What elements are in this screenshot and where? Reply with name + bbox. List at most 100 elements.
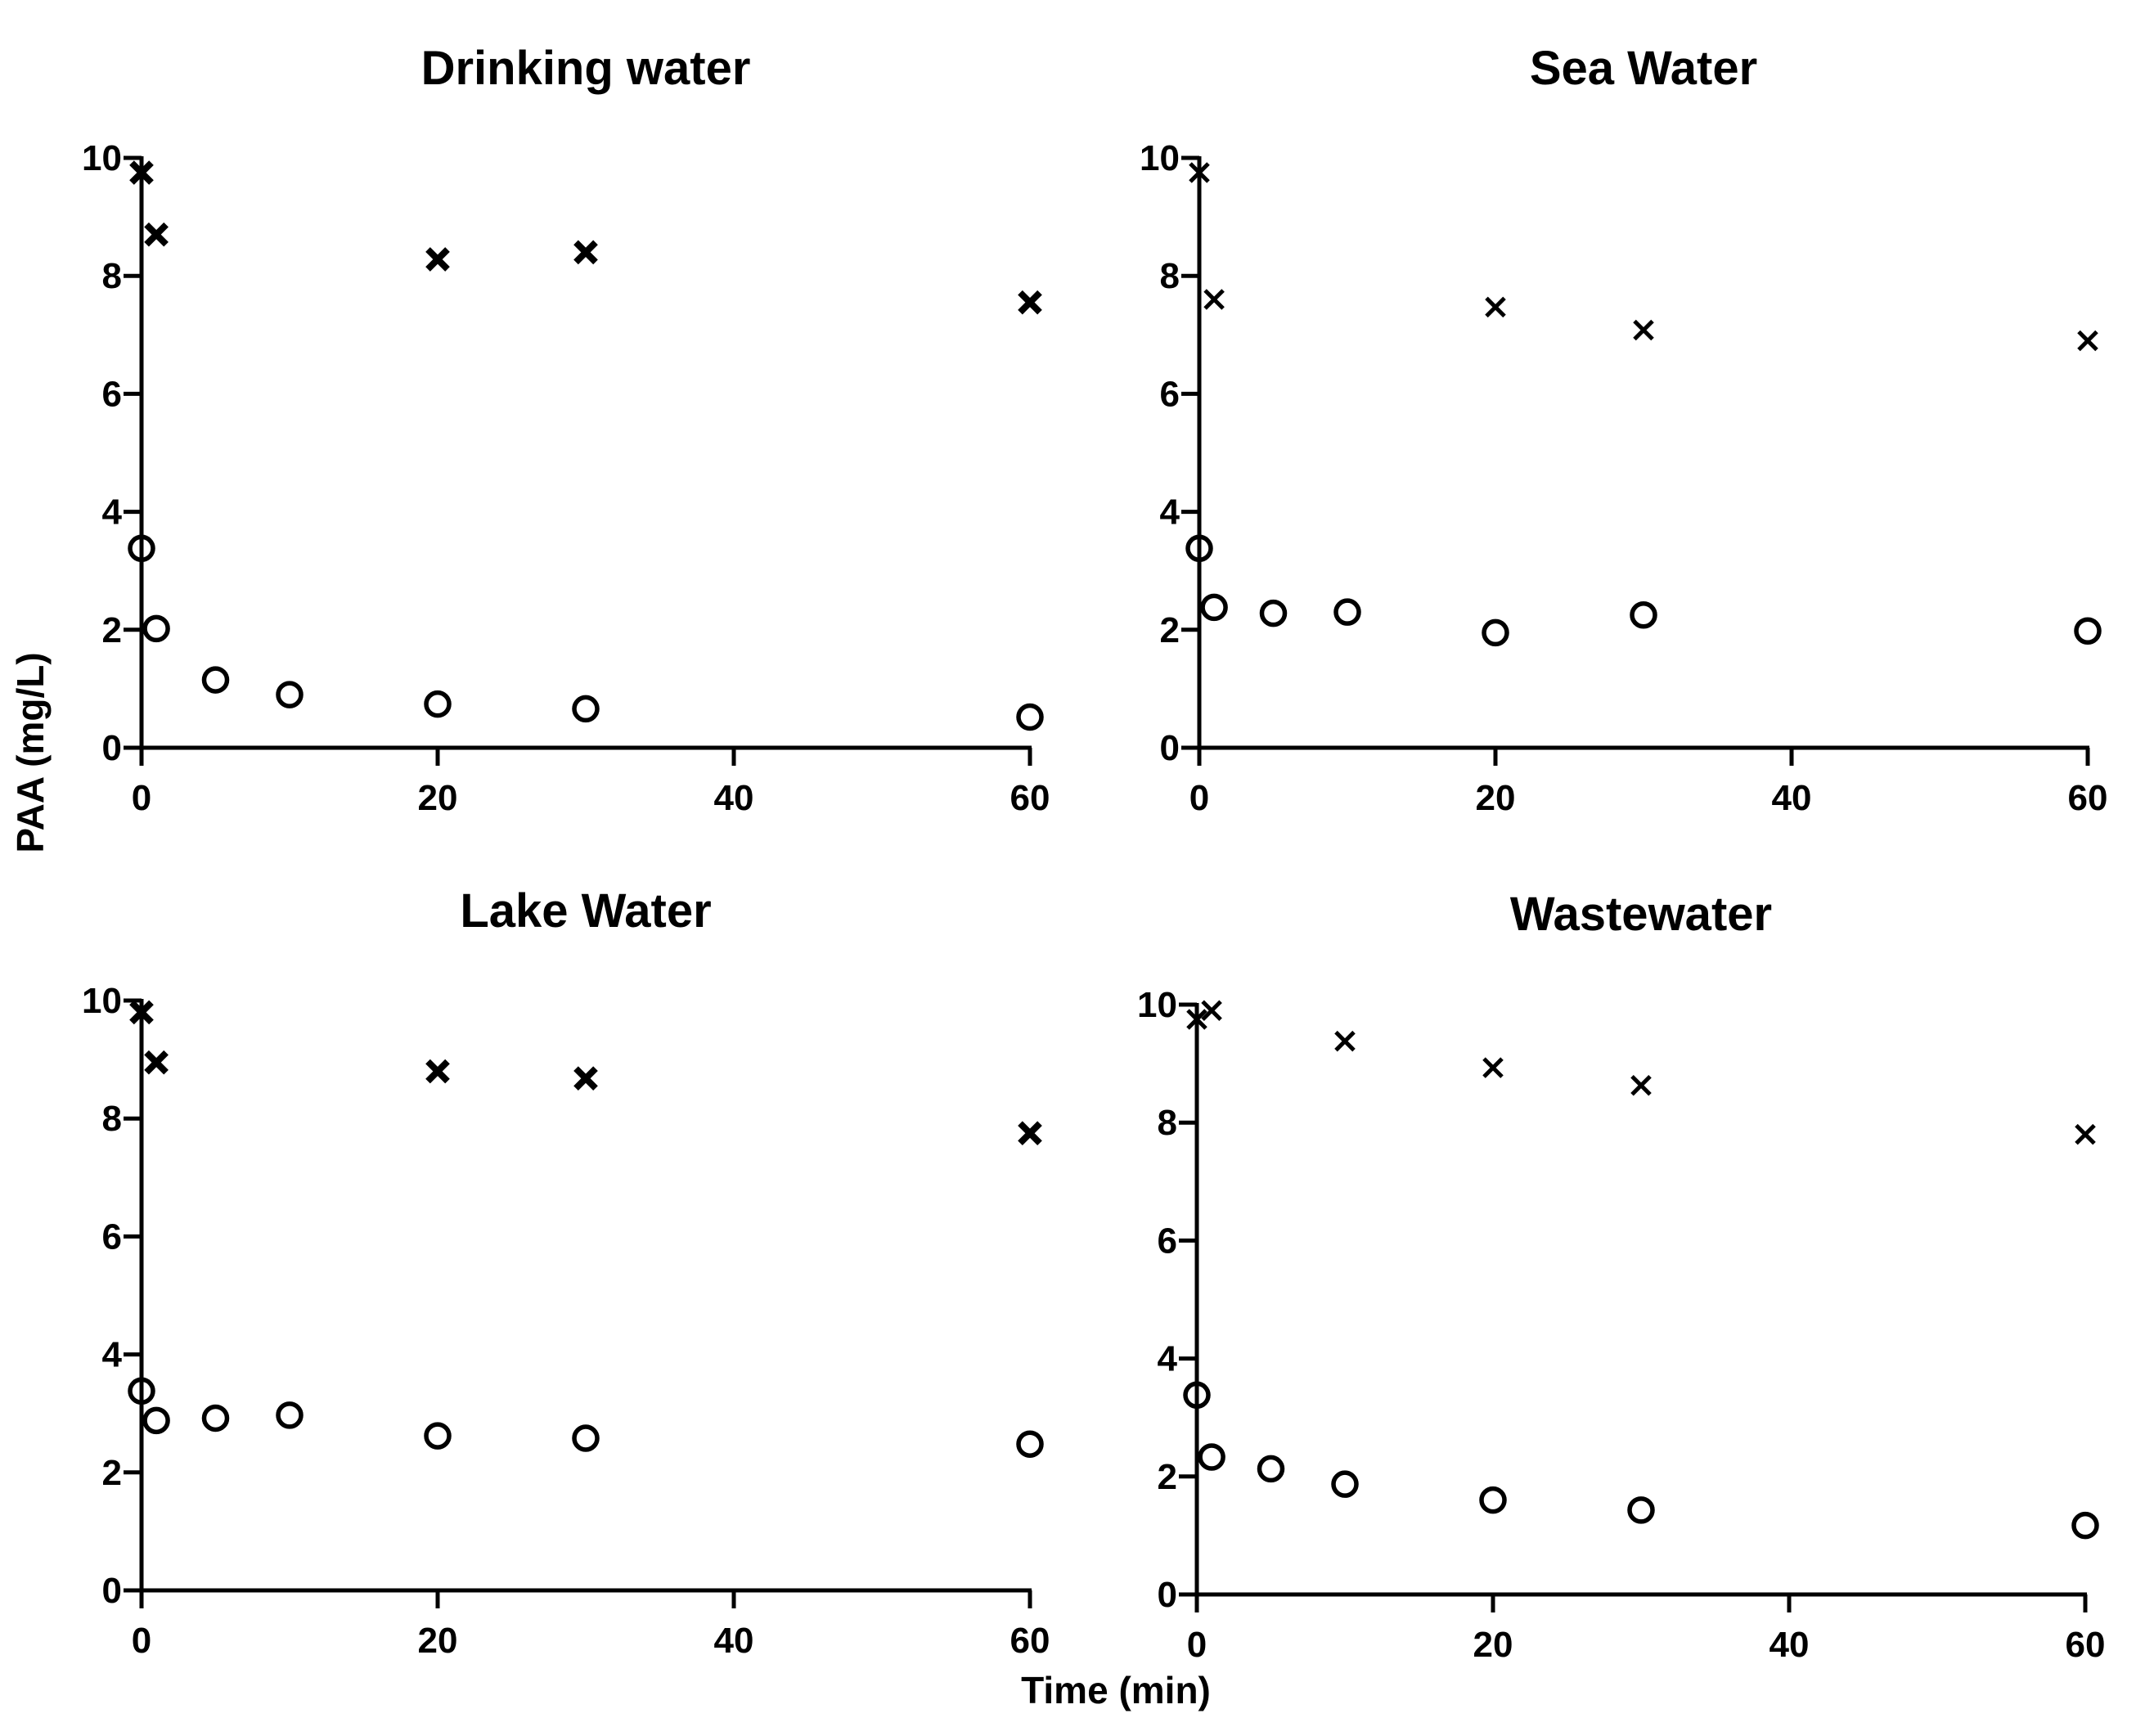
x-marker (1186, 1009, 1207, 1030)
x-tick-label: 0 (132, 778, 151, 818)
circle-marker (201, 666, 230, 694)
y-tick-label: 4 (1160, 492, 1180, 533)
x-tick-label: 20 (418, 778, 458, 818)
chart-panel: Wastewater 0 2 4 6 8 10 0 20 40 60 (1137, 888, 2105, 1665)
x-marker (1482, 1057, 1504, 1078)
chart-title: Wastewater (1510, 888, 1772, 941)
circle-marker (1200, 593, 1228, 622)
x-tick-label: 20 (1473, 1625, 1513, 1665)
x-marker (425, 1059, 450, 1084)
x-marker (1203, 289, 1225, 310)
y-tick-label: 8 (102, 1099, 122, 1139)
circle-marker (142, 614, 170, 643)
y-tick-label: 4 (102, 1335, 123, 1375)
x-marker (1633, 319, 1654, 341)
circle-marker (572, 695, 600, 723)
circle-marker (276, 681, 304, 708)
circle-marker (2071, 1511, 2099, 1540)
x-tick-label: 60 (1010, 1621, 1050, 1661)
chart-panel: Lake Water 0 2 4 6 8 10 0 20 40 60 (82, 884, 1050, 1661)
y-tick-label: 0 (1158, 1575, 1177, 1615)
x-marker (1334, 1030, 1356, 1052)
y-tick-label: 8 (1160, 256, 1180, 296)
y-tick-label: 6 (102, 1217, 122, 1257)
y-tick-label: 0 (102, 1571, 122, 1611)
x-tick-label: 60 (2066, 1625, 2106, 1665)
y-tick-label: 2 (1160, 610, 1180, 650)
circle-marker (572, 1424, 600, 1452)
chart-panel: Drinking water 0 2 4 6 8 10 0 20 40 60 (82, 42, 1050, 818)
circle-marker (1257, 1455, 1285, 1483)
x-marker (1630, 1075, 1652, 1096)
circle-marker (1630, 601, 1657, 629)
y-tick-label: 8 (102, 256, 122, 296)
y-tick-label: 2 (102, 1453, 122, 1493)
circle-marker (1627, 1496, 1655, 1524)
y-tick-label: 8 (1158, 1103, 1177, 1143)
circle-marker (1198, 1443, 1225, 1471)
x-marker (129, 160, 154, 185)
y-tick-label: 10 (1137, 985, 1177, 1025)
x-tick-label: 0 (1187, 1625, 1207, 1665)
shared-x-axis-label: Time (min) (1021, 1669, 1211, 1711)
y-tick-label: 10 (82, 981, 122, 1021)
y-tick-label: 2 (102, 610, 122, 650)
chart-title: Lake Water (460, 884, 711, 938)
chart-title: Sea Water (1530, 42, 1757, 95)
x-tick-label: 40 (1770, 1625, 1810, 1665)
x-marker (573, 1066, 598, 1091)
x-marker (1018, 1121, 1042, 1146)
y-tick-label: 10 (1140, 138, 1180, 178)
circle-marker (128, 1377, 155, 1405)
circle-marker (2074, 617, 2102, 645)
x-marker (144, 222, 169, 247)
circle-marker (1482, 618, 1509, 647)
circle-marker (128, 534, 155, 563)
circle-marker (1185, 534, 1213, 563)
chart-title: Drinking water (421, 42, 751, 95)
x-marker (129, 1000, 154, 1025)
y-tick-label: 6 (1160, 374, 1180, 414)
y-tick-label: 4 (102, 492, 123, 533)
circle-marker (424, 1422, 452, 1450)
circle-marker (276, 1401, 304, 1429)
x-tick-label: 60 (1010, 778, 1050, 818)
x-marker (1201, 1000, 1222, 1021)
y-tick-label: 6 (1158, 1221, 1177, 1261)
x-tick-label: 40 (714, 778, 754, 818)
x-marker (2077, 330, 2098, 352)
circle-marker (1183, 1381, 1211, 1410)
circle-marker (1259, 599, 1288, 627)
x-tick-label: 40 (1772, 778, 1812, 818)
x-tick-label: 0 (132, 1621, 151, 1661)
y-tick-label: 0 (102, 728, 122, 768)
circle-marker (142, 1406, 170, 1435)
circle-marker (1016, 703, 1044, 731)
circle-marker (201, 1404, 230, 1432)
y-tick-label: 6 (102, 374, 122, 414)
circle-marker (1333, 598, 1361, 626)
shared-y-axis-label: PAA (mg/L) (9, 652, 52, 852)
x-marker (1018, 290, 1042, 315)
x-marker (1485, 296, 1506, 318)
x-tick-label: 20 (1476, 778, 1516, 818)
x-marker (144, 1050, 169, 1075)
circle-marker (1331, 1470, 1359, 1498)
y-tick-label: 2 (1158, 1457, 1177, 1497)
x-marker (2075, 1123, 2096, 1145)
x-marker (1189, 162, 1210, 183)
circle-marker (1479, 1486, 1507, 1514)
x-tick-label: 0 (1189, 778, 1209, 818)
y-tick-label: 4 (1158, 1339, 1178, 1379)
chart-panel: Sea Water 0 2 4 6 8 10 0 20 40 60 (1140, 42, 2107, 818)
x-tick-label: 20 (418, 1621, 458, 1661)
circle-marker (1016, 1430, 1044, 1458)
y-tick-label: 10 (82, 138, 122, 178)
x-tick-label: 40 (714, 1621, 754, 1661)
x-marker (425, 247, 450, 272)
x-marker (573, 240, 598, 265)
circle-marker (424, 690, 452, 718)
y-tick-label: 0 (1160, 728, 1180, 768)
